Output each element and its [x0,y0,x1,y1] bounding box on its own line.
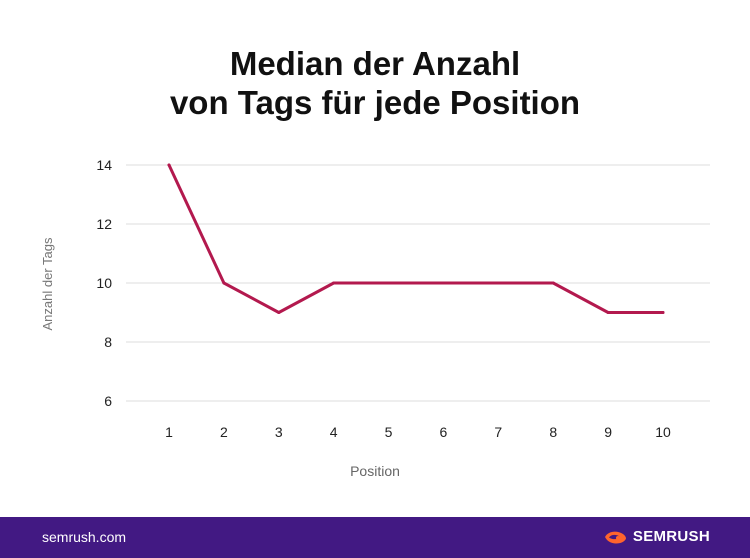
x-tick-label: 10 [655,424,671,440]
x-tick-label: 3 [275,424,283,440]
y-tick-label: 6 [104,393,112,409]
data-point [606,311,610,314]
x-tick-label: 4 [330,424,338,440]
data-point [222,281,226,285]
brand-name: SEMRUSH [632,528,710,545]
y-tick-label: 10 [96,275,112,291]
data-point [167,163,171,167]
data-point [387,281,391,285]
x-tick-label: 8 [549,424,557,440]
y-axis-ticks: 6 8 10 12 14 [96,157,112,409]
data-point [661,311,665,314]
x-axis-ticks: 1 2 3 4 5 6 7 8 9 10 [165,424,671,440]
x-tick-label: 7 [494,424,502,440]
chart-title: Median der Anzahl von Tags für jede Posi… [0,44,750,122]
data-point [551,281,555,285]
x-tick-label: 1 [165,424,173,440]
y-tick-label: 12 [96,216,112,232]
chart-title-line-2: von Tags für jede Position [169,84,581,121]
footer-url[interactable]: semrush.com [42,529,127,545]
brand-logo: SEMRUSH [603,528,710,545]
data-point [441,281,445,285]
x-tick-label: 5 [385,424,393,440]
x-tick-label: 9 [604,424,612,440]
footer-bar: semrush.com SEMRUSH [0,517,750,558]
semrush-flame-icon [604,531,626,543]
y-tick-label: 14 [96,157,112,173]
data-point [332,281,336,285]
x-tick-label: 2 [220,424,228,440]
x-tick-label: 6 [440,424,448,440]
data-point [496,281,500,285]
x-axis-label: Position [350,463,400,479]
y-axis-label: Anzahl der Tags [40,237,55,330]
y-tick-label: 8 [104,334,112,350]
series-line [167,163,665,314]
data-series [167,163,665,314]
data-point [277,311,281,314]
chart-title-line-1: Median der Anzahl [229,45,521,82]
